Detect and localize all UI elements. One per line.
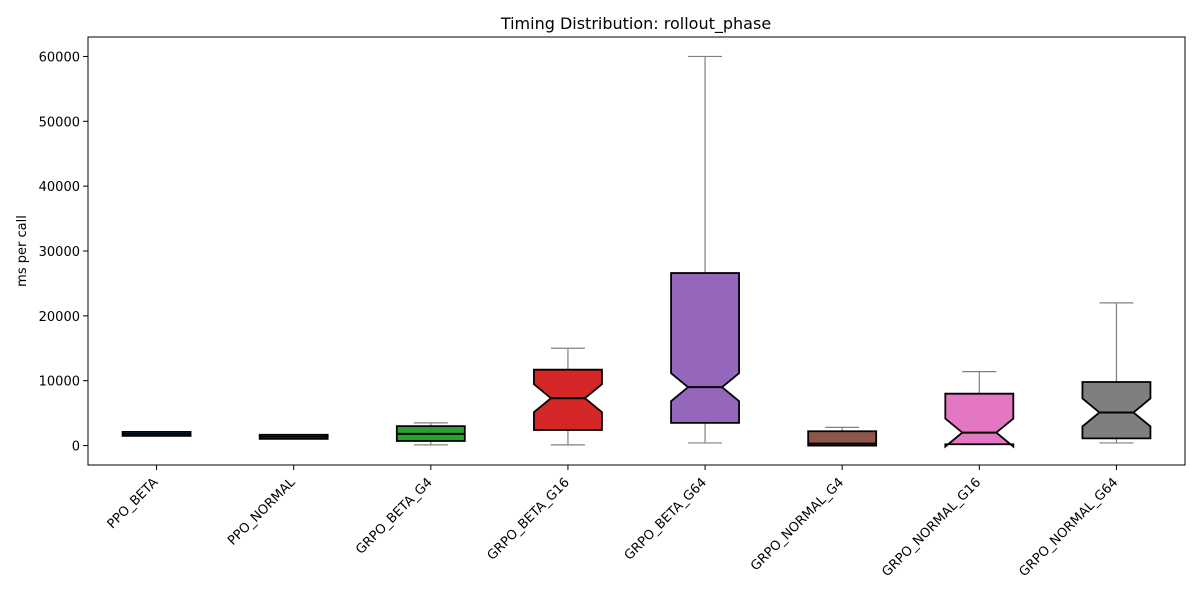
axes-frame: [87, 36, 1186, 466]
box-grpo-normal-g4: [807, 430, 878, 447]
x-tick-label: PPO_NORMAL: [225, 475, 299, 549]
plot-area: 0 10000 20000 30000 40000 50000 60000 PPO_BETA P…: [39, 50, 1152, 580]
y-tick-label: 0: [72, 440, 80, 455]
x-tick-label: GRPO_NORMAL_G4: [748, 475, 847, 574]
x-tick-label: GRPO_BETA_G64: [622, 475, 710, 563]
box-grpo-beta-g16: [533, 368, 603, 431]
y-tick-label: 50000: [39, 115, 80, 130]
x-tick-label: GRPO_BETA_G16: [485, 475, 573, 563]
box-grpo-normal-g64: [1081, 381, 1152, 440]
x-tick-label: PPO_BETA: [105, 475, 162, 532]
y-tick-label: 20000: [39, 310, 80, 325]
x-tick-label: GRPO_NORMAL_G16: [879, 475, 984, 580]
y-axis-label: ms per call: [15, 215, 30, 287]
box-grpo-beta-g64: [670, 272, 740, 424]
y-tick-label: 60000: [39, 50, 80, 65]
x-tick-label: GRPO_BETA_G4: [353, 475, 435, 557]
x-tick-label: GRPO_NORMAL_G64: [1017, 475, 1122, 580]
y-tick-label: 40000: [39, 180, 80, 195]
chart-title: Timing Distribution: rollout_phase: [500, 14, 771, 34]
y-tick-label: 30000: [39, 245, 80, 260]
y-tick-label: 10000: [39, 375, 80, 390]
box-grpo-normal-g16: [944, 392, 1015, 449]
